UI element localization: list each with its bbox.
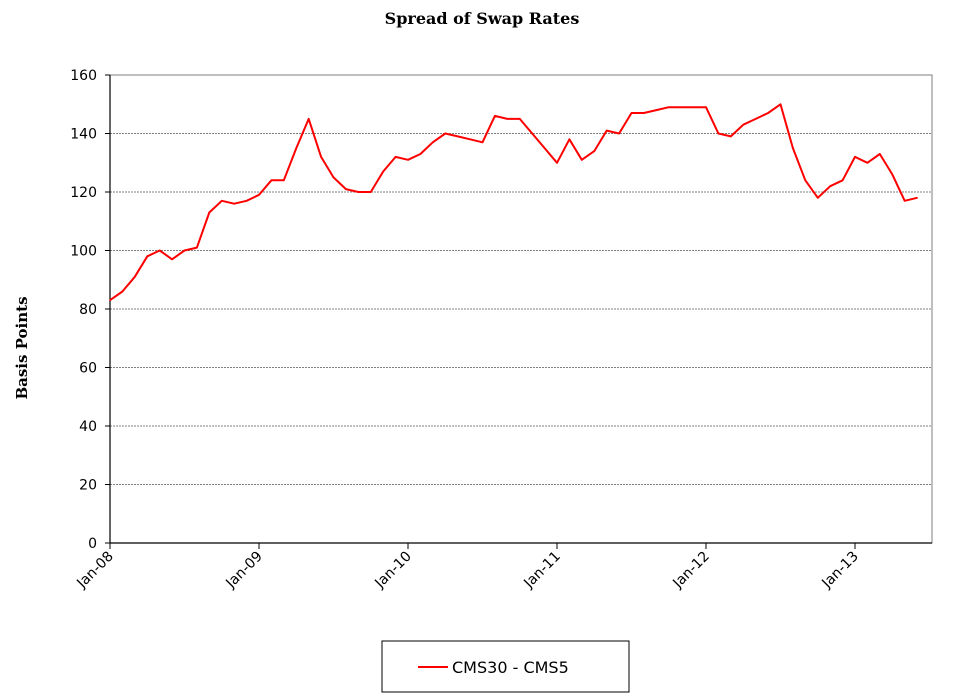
x-tick-label-Jan-09: Jan-09 [222, 549, 265, 592]
data-point-Oct-09 [369, 191, 372, 193]
data-point-May-12 [754, 118, 757, 120]
data-point-Oct-08 [220, 199, 223, 202]
data-point-Nov-09 [382, 170, 384, 173]
data-point-Jun-08 [171, 258, 173, 261]
y-tick-label-0: 0 [88, 536, 97, 552]
series-line-0 [109, 103, 918, 302]
x-tick-label-Jan-11: Jan-11 [520, 549, 563, 592]
data-point-May-11 [605, 129, 608, 132]
data-point-Dec-11 [692, 106, 695, 108]
data-point-Dec-09 [394, 156, 397, 158]
data-point-Sep-11 [655, 109, 658, 111]
data-point-Mar-09 [283, 179, 285, 182]
data-point-Nov-10 [531, 132, 533, 135]
data-point-Feb-13 [866, 161, 869, 164]
y-tick-label-40: 40 [79, 419, 97, 435]
data-point-Jun-09 [320, 156, 322, 158]
data-point-Jun-11 [618, 132, 620, 135]
data-point-Feb-11 [568, 138, 571, 141]
y-tick-label-160: 160 [70, 68, 97, 84]
data-point-Sep-12 [804, 179, 807, 182]
y-axis-label: Basis Points [13, 296, 31, 399]
data-point-Feb-12 [717, 132, 720, 135]
data-point-Sep-09 [357, 191, 360, 193]
data-point-May-10 [456, 135, 459, 138]
y-tick-label-140: 140 [70, 127, 97, 143]
y-tick-label-120: 120 [70, 185, 97, 201]
data-point-Apr-11 [593, 150, 596, 152]
data-point-Jan-10 [407, 159, 409, 161]
data-point-Jul-09 [332, 176, 335, 179]
data-point-Jul-08 [183, 249, 186, 252]
x-axis-ticks: Jan-08 Jan-09 Jan-10 Jan-11 Jan-12 Jan-13 [73, 543, 862, 592]
data-point-Apr-12 [742, 123, 745, 126]
data-point-Nov-08 [233, 202, 235, 205]
y-tick-label-20: 20 [79, 478, 97, 494]
data-point-Apr-09 [295, 147, 298, 149]
data-point-Apr-10 [444, 132, 447, 135]
data-point-May-13 [903, 199, 906, 202]
x-tick-label-Jan-13: Jan-13 [818, 549, 861, 592]
data-point-Jan-13 [854, 156, 856, 158]
gridlines [110, 74, 932, 485]
data-point-Jan-08 [109, 299, 111, 302]
chart-title: Spread of Swap Rates [385, 9, 580, 28]
data-point-Feb-08 [121, 290, 124, 293]
y-axis-ticks: 0 20 40 60 80 100 120 140 160 [70, 68, 110, 552]
data-point-Mar-12 [730, 135, 732, 138]
data-point-Nov-11 [680, 106, 682, 108]
x-tick-label-Jan-12: Jan-12 [669, 549, 712, 592]
data-point-Jan-11 [556, 161, 558, 164]
data-point-Oct-12 [816, 197, 819, 199]
y-tick-label-100: 100 [70, 244, 97, 260]
y-tick-label-60: 60 [79, 361, 97, 377]
data-point-Aug-12 [792, 147, 794, 149]
data-point-Jul-12 [779, 103, 782, 106]
data-point-Feb-09 [270, 179, 273, 182]
data-point-Oct-10 [518, 118, 521, 120]
legend: CMS30 - CMS5 [381, 640, 630, 693]
data-point-Aug-08 [196, 246, 198, 249]
data-point-Mar-11 [581, 159, 583, 161]
y-tick-label-80: 80 [79, 302, 97, 318]
x-tick-label-Jan-10: Jan-10 [371, 549, 414, 592]
data-point-Jan-09 [258, 194, 260, 196]
data-point-Jan-12 [705, 106, 707, 108]
x-tick-label-Jan-08: Jan-08 [73, 549, 116, 592]
data-point-Mar-10 [432, 141, 434, 144]
data-point-Aug-10 [494, 115, 496, 117]
data-point-Feb-10 [419, 153, 422, 155]
data-point-Jun-10 [469, 138, 471, 141]
data-point-Jun-12 [767, 112, 769, 114]
data-point-Jul-10 [481, 141, 484, 144]
data-point-Dec-08 [245, 199, 248, 202]
data-point-Mar-13 [879, 153, 881, 155]
legend-label: CMS30 - CMS5 [452, 658, 569, 677]
series-layer [109, 103, 918, 302]
data-point-Aug-09 [345, 188, 347, 190]
data-point-May-09 [307, 118, 310, 120]
data-point-Jul-11 [630, 112, 633, 114]
data-point-May-08 [158, 249, 161, 252]
data-point-Mar-08 [134, 276, 136, 278]
data-point-Dec-12 [841, 179, 844, 182]
data-point-Dec-10 [543, 147, 546, 149]
data-point-Apr-08 [146, 255, 149, 258]
data-point-Apr-13 [891, 173, 894, 176]
data-point-Oct-11 [667, 106, 670, 108]
data-point-Jun-13 [916, 197, 918, 199]
data-point-Sep-10 [506, 118, 509, 120]
data-point-Aug-11 [643, 112, 645, 114]
data-point-Sep-08 [208, 211, 211, 214]
data-point-Nov-12 [829, 185, 831, 187]
